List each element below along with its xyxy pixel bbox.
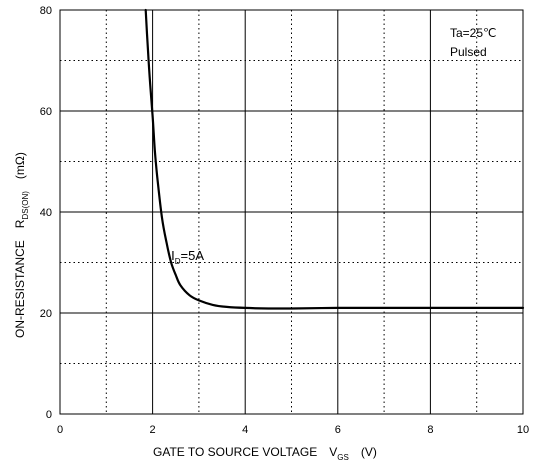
x-tick-label: 6 [335,424,341,436]
x-tick-label: 0 [57,424,63,436]
y-tick-label: 60 [40,106,52,118]
plot-frame [59,9,524,415]
x-tick-label: 2 [150,424,156,436]
y-tick-label: 20 [40,308,52,320]
series-line-id-5a [144,8,525,310]
x-tick-label: 8 [427,424,433,436]
series-label: ID=5A [171,248,204,266]
y-tick-label: 0 [46,409,52,421]
y-tick-label: 80 [40,5,52,17]
y-axis-label: ON-RESISTANCERDS(ON)(mΩ) [13,152,30,338]
y-tick-label: 40 [40,207,52,219]
x-axis-label: GATE TO SOURCE VOLTAGE VGS (V) [153,445,377,462]
x-tick-labels: 0 2 4 6 8 10 [57,424,529,436]
x-tick-label: 10 [517,424,529,436]
condition-temperature: Ta=25℃ [450,26,497,40]
x-tick-label: 4 [242,424,248,436]
grid-major [60,10,523,414]
grid-minor [60,10,523,414]
condition-pulsed: Pulsed [450,45,487,59]
y-tick-labels: 0 20 40 60 80 [40,5,52,421]
